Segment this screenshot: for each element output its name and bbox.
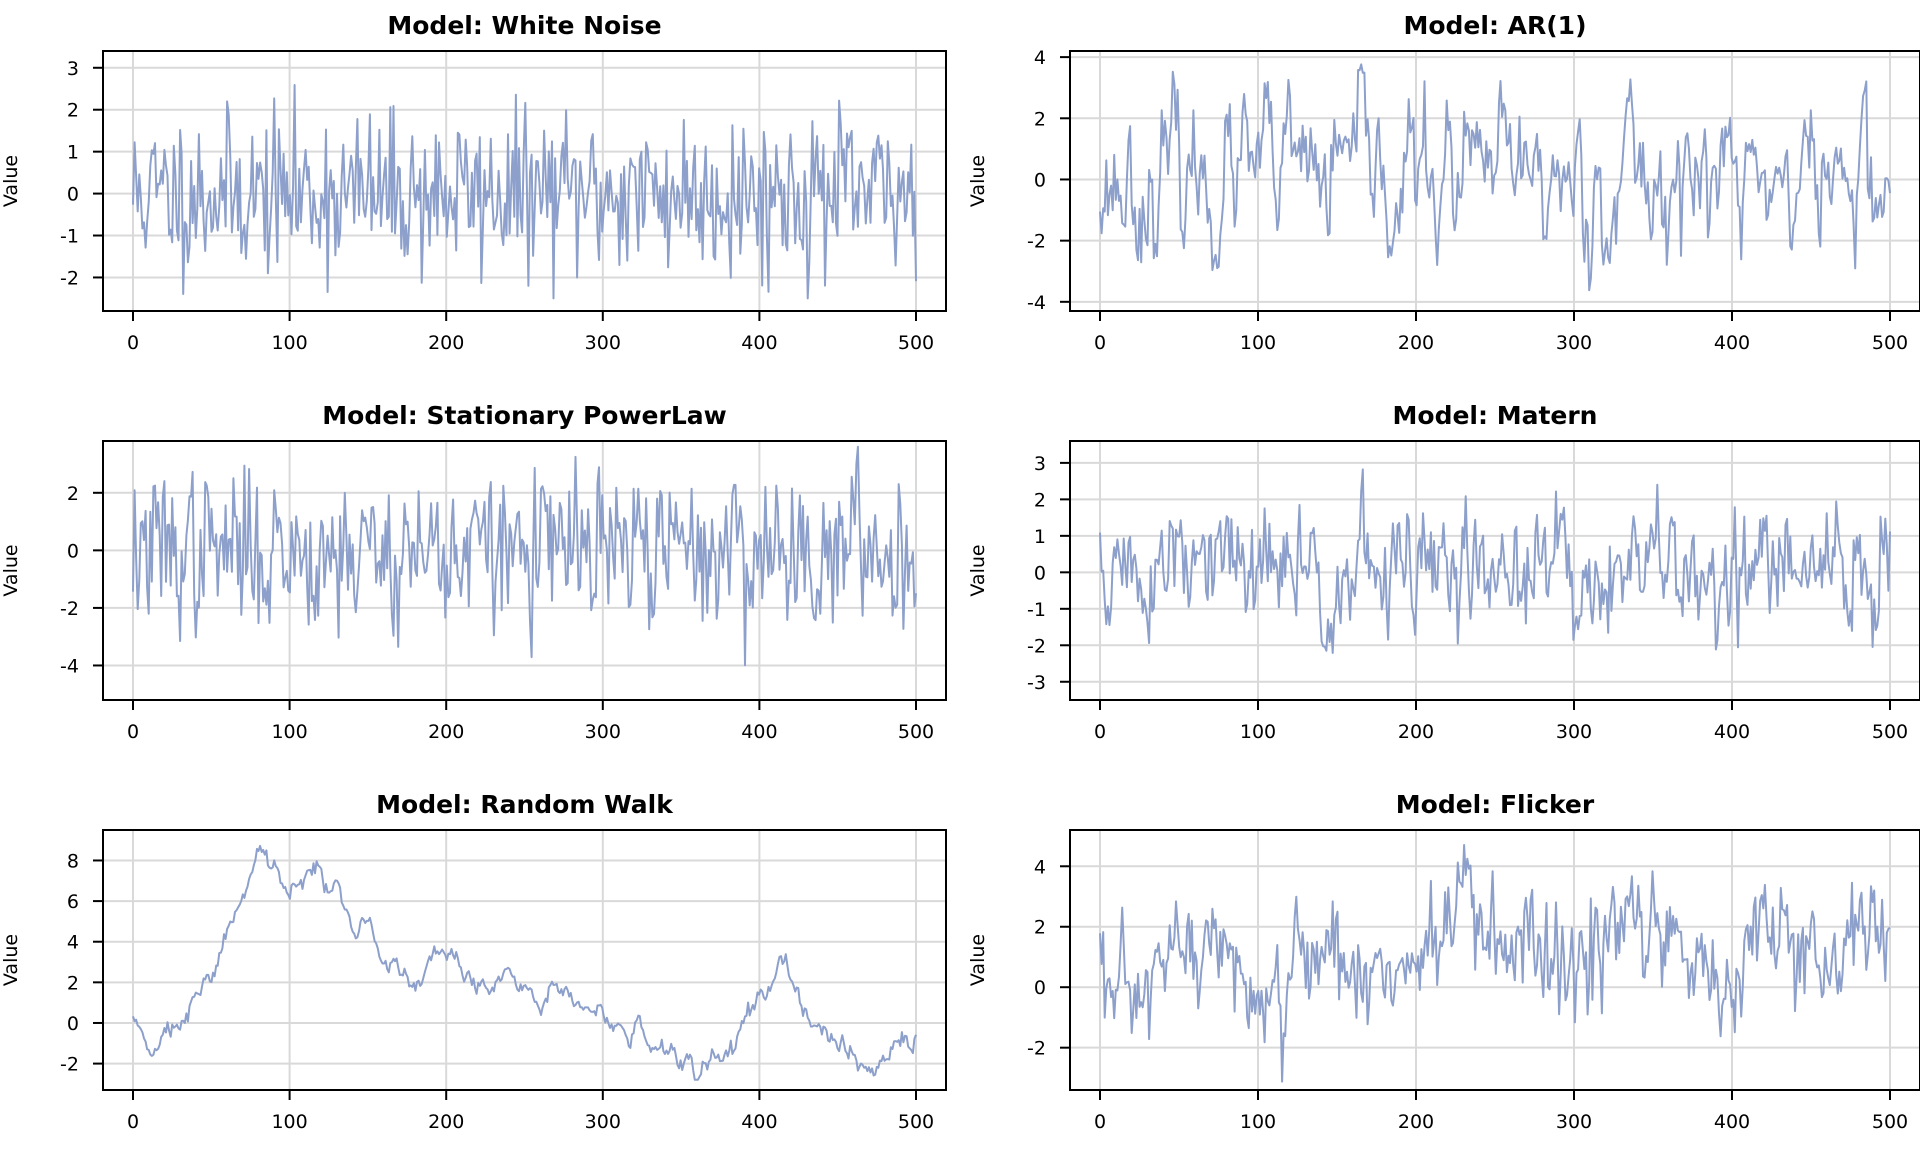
chart-title: Model: Stationary PowerLaw — [322, 401, 726, 430]
chart-title: Model: Matern — [1393, 401, 1598, 430]
y-tick-label: 8 — [67, 850, 79, 872]
x-tick-label: 100 — [1240, 332, 1276, 354]
y-tick-label: 6 — [67, 891, 79, 913]
chart-panel: 0 100 200 300 400 500 -4 -2 0 2 4 Model: AR(1) Value — [967, 11, 1920, 354]
x-tick-label: 300 — [585, 1111, 621, 1133]
plot-frame — [102, 50, 947, 312]
y-tick-label: 3 — [1034, 453, 1046, 475]
x-tick-label: 100 — [271, 1111, 307, 1133]
x-tick-label: 200 — [1398, 721, 1434, 743]
chart-title: Model: AR(1) — [1403, 11, 1586, 40]
y-axis-label: Value — [0, 544, 22, 596]
y-tick-label: 0 — [1034, 169, 1046, 191]
y-tick-label: -1 — [60, 226, 79, 248]
y-tick-label: -3 — [1027, 672, 1046, 694]
x-tick-label: 200 — [1398, 332, 1434, 354]
y-tick-label: 2 — [1034, 108, 1046, 130]
y-tick-label: 2 — [1034, 489, 1046, 511]
x-tick-label: 0 — [127, 721, 139, 743]
plot-frame — [1069, 829, 1920, 1091]
x-tick-label: 100 — [271, 721, 307, 743]
y-tick-label: 0 — [67, 184, 79, 206]
y-tick-label: 4 — [1034, 856, 1046, 878]
y-axis-label: Value — [967, 155, 989, 207]
x-tick-label: 0 — [127, 1111, 139, 1133]
y-tick-label: -2 — [60, 267, 79, 289]
y-tick-label: 1 — [67, 142, 79, 164]
y-tick-label: 4 — [1034, 47, 1046, 69]
plot-frame — [102, 440, 947, 701]
y-axis-label: Value — [967, 934, 989, 986]
y-tick-label: 1 — [1034, 526, 1046, 548]
x-tick-label: 500 — [1872, 332, 1908, 354]
y-tick-label: 0 — [1034, 977, 1046, 999]
y-tick-label: 0 — [1034, 562, 1046, 584]
x-tick-label: 400 — [1714, 721, 1750, 743]
y-axis-label: Value — [0, 934, 22, 986]
chart-panel: 0 100 200 300 400 500 -2 -1 0 1 2 3 Model: White Noi… — [0, 11, 947, 354]
x-tick-label: 400 — [741, 1111, 777, 1133]
y-tick-label: -4 — [1027, 292, 1046, 314]
x-tick-label: 500 — [1872, 1111, 1908, 1133]
y-tick-label: 2 — [67, 100, 79, 122]
x-tick-label: 500 — [898, 332, 934, 354]
y-tick-label: -2 — [1027, 635, 1046, 657]
series-line — [1099, 63, 1891, 292]
series-line — [132, 445, 917, 667]
chart-title: Model: Flicker — [1396, 790, 1595, 819]
series-line — [132, 84, 917, 300]
y-tick-label: 2 — [1034, 917, 1046, 939]
x-tick-label: 100 — [1240, 1111, 1276, 1133]
x-tick-label: 500 — [898, 1111, 934, 1133]
y-tick-label: -2 — [1027, 1038, 1046, 1060]
x-tick-label: 100 — [1240, 721, 1276, 743]
x-tick-label: 300 — [1556, 332, 1592, 354]
y-axis-label: Value — [967, 544, 989, 596]
x-tick-label: 500 — [1872, 721, 1908, 743]
x-tick-label: 300 — [585, 332, 621, 354]
series-line — [1099, 844, 1891, 1083]
x-tick-label: 300 — [1556, 721, 1592, 743]
chart-panel: 0 100 200 300 400 500 -2 0 2 4 6 8 Model: Random Wal… — [0, 790, 947, 1133]
x-tick-label: 200 — [428, 332, 464, 354]
y-tick-label: -2 — [60, 1054, 79, 1076]
y-tick-label: 3 — [67, 58, 79, 80]
x-tick-label: 100 — [271, 332, 307, 354]
y-tick-label: -1 — [1027, 599, 1046, 621]
y-tick-label: 2 — [67, 483, 79, 505]
x-tick-label: 400 — [1714, 1111, 1750, 1133]
plot-frame — [1069, 440, 1920, 701]
x-tick-label: 300 — [1556, 1111, 1592, 1133]
series-line — [1099, 468, 1891, 654]
x-tick-label: 200 — [428, 1111, 464, 1133]
x-tick-label: 200 — [428, 721, 464, 743]
y-tick-label: -2 — [60, 598, 79, 620]
x-tick-label: 400 — [741, 332, 777, 354]
y-tick-label: 4 — [67, 932, 79, 954]
x-tick-label: 500 — [898, 721, 934, 743]
chart-panel: 0 100 200 300 400 500 -3 -2 -1 0 1 2 3 Model: Matern V… — [967, 401, 1920, 743]
x-tick-label: 0 — [1094, 1111, 1106, 1133]
y-tick-label: 2 — [67, 972, 79, 994]
chart-title: Model: Random Walk — [376, 790, 674, 819]
y-tick-label: 0 — [67, 1013, 79, 1035]
y-axis-label: Value — [0, 155, 22, 207]
series-line — [132, 844, 917, 1081]
x-tick-label: 400 — [1714, 332, 1750, 354]
plot-frame — [102, 829, 947, 1091]
chart-title: Model: White Noise — [387, 11, 661, 40]
y-tick-label: 0 — [67, 540, 79, 562]
x-tick-label: 300 — [585, 721, 621, 743]
x-tick-label: 0 — [127, 332, 139, 354]
x-tick-label: 0 — [1094, 721, 1106, 743]
x-tick-label: 400 — [741, 721, 777, 743]
chart-panel: 0 100 200 300 400 500 -4 -2 0 2 Model: Stationary … — [0, 401, 947, 743]
plot-frame — [1069, 50, 1920, 312]
y-tick-label: -4 — [60, 655, 79, 677]
x-tick-label: 200 — [1398, 1111, 1434, 1133]
y-tick-label: -2 — [1027, 231, 1046, 253]
chart-panel: 0 100 200 300 400 500 -2 0 2 4 Model: Flicker Value — [967, 790, 1920, 1133]
x-tick-label: 0 — [1094, 332, 1106, 354]
